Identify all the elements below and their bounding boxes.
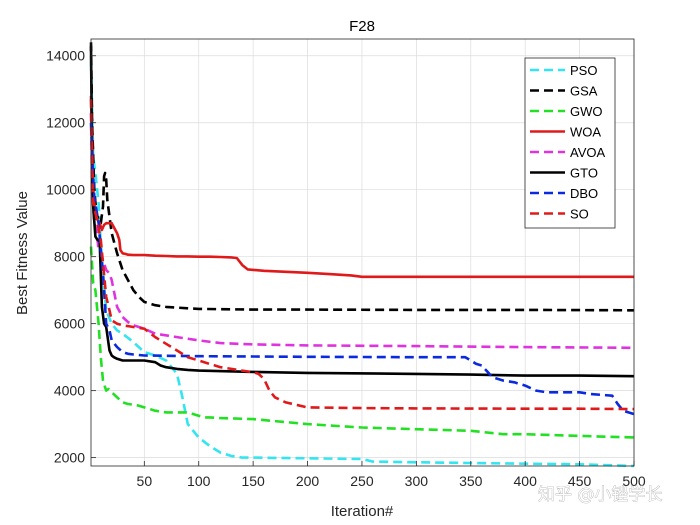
series-line-avoa [89,112,635,350]
legend-label: AVOA [570,145,605,160]
x-tick-label: 450 [568,473,592,489]
axis-ticks: 50 100 150 200 250 300 350 400 450 500 2000 4000 600… [46,48,646,489]
series-line-dbo [89,122,635,416]
series-line-woa [89,95,634,279]
y-tick-label: 14000 [46,48,85,64]
legend-label: GTO [570,166,598,181]
y-tick-label: 4000 [54,383,85,399]
x-tick-label: 300 [405,473,429,489]
legend-label: PSO [570,63,597,78]
legend-item-so: SO [530,207,589,222]
x-tick-label: 100 [187,473,211,489]
legend-item-woa: WOA [530,125,601,140]
x-tick-label: 150 [241,473,265,489]
y-axis-title: Best Fitness Value [14,191,31,315]
x-tick-label: 50 [137,473,153,489]
legend: PSO GSA GWO WOA AVOA GTO DBO SO [524,57,616,229]
legend-label: WOA [570,125,601,140]
legend-label: GWO [570,104,603,119]
legend-item-gsa: GSA [530,84,598,99]
legend-item-dbo: DBO [530,186,598,201]
plot-frame [90,38,635,467]
legend-item-gwo: GWO [530,104,603,119]
y-tick-label: 8000 [54,249,85,265]
y-tick-label: 10000 [46,182,85,198]
legend-item-avoa: AVOA [530,145,605,160]
legend-item-gto: GTO [530,166,598,181]
chart-title: F28 [349,18,375,35]
x-axis-title: Iteration# [331,503,394,520]
x-tick-label: 250 [350,473,374,489]
series-line-gwo [89,246,635,439]
y-tick-label: 2000 [54,450,85,466]
legend-item-pso: PSO [530,63,597,78]
y-tick-label: 6000 [54,316,85,332]
y-tick-label: 12000 [46,115,85,131]
series-line-so [89,99,635,411]
watermark: 知乎 @小锉学长 [538,485,662,505]
legend-label: SO [570,207,589,222]
x-tick-label: 500 [622,473,646,489]
legend-label: GSA [570,84,598,99]
x-tick-label: 350 [459,473,483,489]
legend-label: DBO [570,186,598,201]
legend-box [524,57,616,229]
series-lines [89,42,635,468]
x-tick-label: 400 [514,473,538,489]
x-tick-label: 200 [296,473,320,489]
